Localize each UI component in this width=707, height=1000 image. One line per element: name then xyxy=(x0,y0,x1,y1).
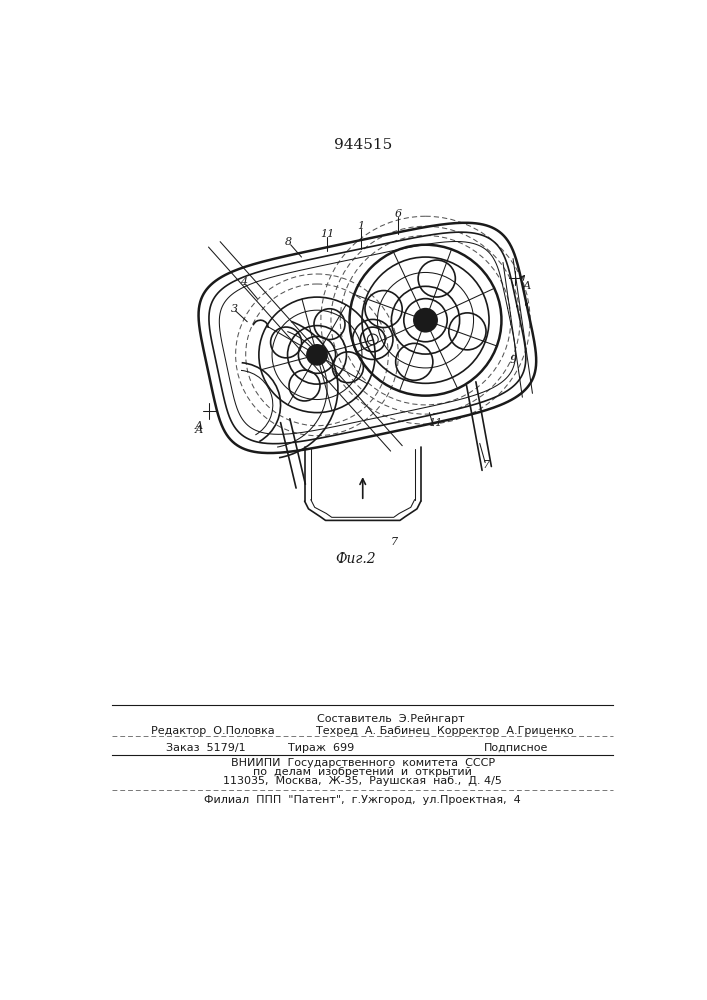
Text: ВНИИПИ  Государственного  комитета  СССР: ВНИИПИ Государственного комитета СССР xyxy=(230,758,495,768)
Text: Заказ  5179/1: Заказ 5179/1 xyxy=(166,743,245,753)
Text: 944515: 944515 xyxy=(334,138,392,152)
Text: 1: 1 xyxy=(358,221,365,231)
Text: Фиг.2: Фиг.2 xyxy=(335,552,376,566)
Text: А: А xyxy=(195,421,204,431)
Text: Филиал  ППП  "Патент",  г.Ужгород,  ул.Проектная,  4: Филиал ППП "Патент", г.Ужгород, ул.Проек… xyxy=(204,795,521,805)
Text: А: А xyxy=(195,425,204,435)
Text: Подписное: Подписное xyxy=(484,743,548,753)
Text: 8: 8 xyxy=(285,237,292,247)
Text: 11: 11 xyxy=(428,418,443,428)
Text: 9: 9 xyxy=(510,355,517,365)
Text: Редактор  О.Половка: Редактор О.Половка xyxy=(151,726,274,736)
Text: 7: 7 xyxy=(482,460,489,470)
Text: 11: 11 xyxy=(320,229,334,239)
Text: по  делам  изобретений  и  открытий: по делам изобретений и открытий xyxy=(253,767,472,777)
Text: Техред  А. Бабинец  Корректор  А.Гриценко: Техред А. Бабинец Корректор А.Гриценко xyxy=(316,726,574,736)
Text: 3: 3 xyxy=(230,304,238,314)
Text: Тираж  699: Тираж 699 xyxy=(288,743,354,753)
Text: А: А xyxy=(523,281,531,291)
Text: 7: 7 xyxy=(391,537,398,547)
Text: 4: 4 xyxy=(240,277,247,287)
Text: 113035,  Москва,  Ж-35,  Раушская  наб.,  Д. 4/5: 113035, Москва, Ж-35, Раушская наб., Д. … xyxy=(223,776,502,786)
Circle shape xyxy=(307,345,327,365)
Text: 6: 6 xyxy=(395,209,402,219)
Text: Составитель  Э.Рейнгарт: Составитель Э.Рейнгарт xyxy=(317,714,464,724)
Circle shape xyxy=(414,309,437,332)
